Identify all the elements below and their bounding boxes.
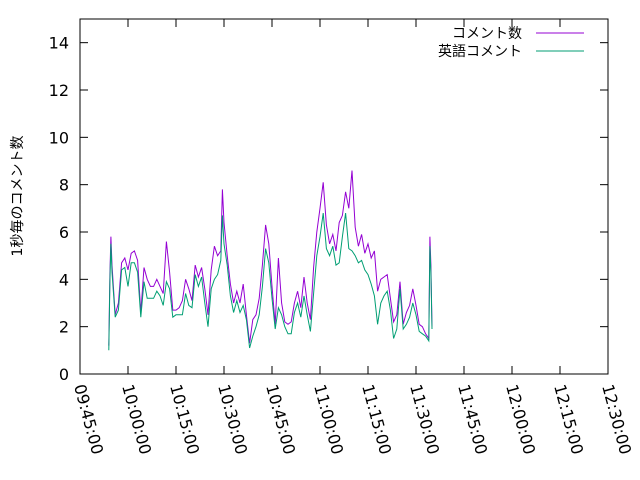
series-line-1	[108, 170, 433, 346]
y-tick-label: 6	[59, 223, 69, 242]
series-line-2	[108, 213, 433, 351]
plot-frame	[79, 18, 609, 375]
y-axis: 0 2 4 6 8 10 12 14	[49, 34, 608, 384]
y-tick-label: 12	[49, 81, 69, 100]
y-tick-label: 2	[59, 318, 69, 337]
y-tick-label: 10	[49, 128, 69, 147]
legend-label-2: 英語コメント	[438, 43, 522, 60]
y-tick-label: 8	[59, 176, 69, 195]
y-axis-label: 1秒毎のコメント数	[10, 136, 26, 257]
series-lines	[108, 170, 433, 351]
y-tick-label: 0	[59, 365, 69, 384]
y-tick-label: 14	[49, 34, 69, 53]
legend-label-1: コメント数	[452, 26, 522, 42]
y-tick-label: 4	[59, 270, 69, 289]
